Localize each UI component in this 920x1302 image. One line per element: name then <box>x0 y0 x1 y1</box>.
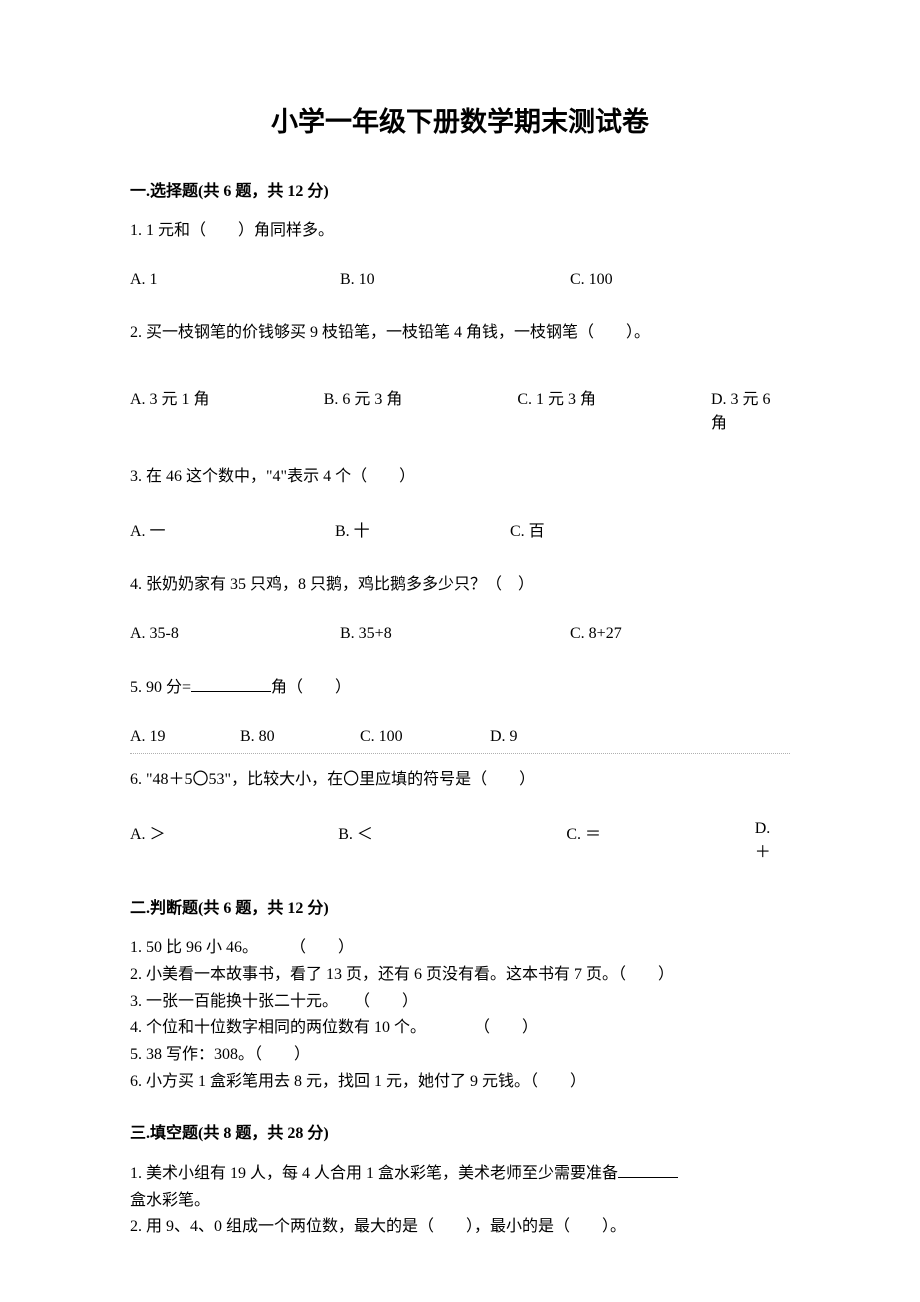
s1-q2-text: 2. 买一枝钢笔的价钱够买 9 枝铅笔，一枝铅笔 4 角钱，一枝钢笔（ ）。 <box>130 321 790 345</box>
s1-q1-text: 1. 1 元和（ ）角同样多。 <box>130 219 790 243</box>
blank-underline <box>191 675 271 692</box>
s1-q5-pre: 5. 90 分= <box>130 679 191 696</box>
s1-q6-text: 6. "48＋5〇53"，比较大小，在〇里应填的符号是（ ） <box>130 768 790 792</box>
s1-q2-optC: C. 1 元 3 角 <box>517 385 711 433</box>
s1-q6-options: A. ＞ B. ＜ C. ＝ D. ＋ <box>130 820 790 862</box>
s1-q2-options: A. 3 元 1 角 B. 6 元 3 角 C. 1 元 3 角 D. 3 元 … <box>130 385 790 433</box>
s3-q1: 1. 美术小组有 19 人，每 4 人合用 1 盒水彩笔，美术老师至少需要准备 <box>130 1161 790 1187</box>
s1-q3-optA: A. 一 <box>130 517 335 541</box>
s1-q5-optB: B. 80 <box>240 728 360 746</box>
s1-q2-optB: B. 6 元 3 角 <box>324 385 518 433</box>
section-2-header: 二.判断题(共 6 题，共 12 分) <box>130 894 790 918</box>
s1-q4-optA: A. 35-8 <box>130 625 340 643</box>
s2-q4: 4. 个位和十位数字相同的两位数有 10 个。 （ ） <box>130 1016 790 1041</box>
s1-q4-options: A. 35-8 B. 35+8 C. 8+27 <box>130 625 790 643</box>
s1-q5-post: 角（ ） <box>271 679 351 696</box>
s1-q5-optD: D. 9 <box>490 728 518 746</box>
s1-q2-optA: A. 3 元 1 角 <box>130 385 324 433</box>
s1-q5: 5. 90 分= 角（ ） <box>130 675 790 700</box>
s1-q6-optA: A. ＞ <box>130 820 338 862</box>
s2-q6: 6. 小方买 1 盒彩笔用去 8 元，找回 1 元，她付了 9 元钱。（ ） <box>130 1070 790 1095</box>
s1-q4-optC: C. 8+27 <box>570 625 622 643</box>
exam-page: 小学一年级下册数学期末测试卷 一.选择题(共 6 题，共 12 分) 1. 1 … <box>0 0 920 1302</box>
s1-q5-optC: C. 100 <box>360 728 490 746</box>
divider-dotted <box>130 752 790 754</box>
s2-q1: 1. 50 比 96 小 46。 （ ） <box>130 936 790 961</box>
s1-q5-options: A. 19 B. 80 C. 100 D. 9 <box>130 728 790 746</box>
s1-q3-options: A. 一 B. 十 C. 百 <box>130 517 790 541</box>
s2-q2: 2. 小美看一本故事书，看了 13 页，还有 6 页没有看。这本书有 7 页。（… <box>130 963 790 988</box>
s2-q5: 5. 38 写作：308。（ ） <box>130 1043 790 1068</box>
s1-q1-options: A. 1 B. 10 C. 100 <box>130 271 790 289</box>
s3-q2: 2. 用 9、4、0 组成一个两位数，最大的是（ ），最小的是（ ）。 <box>130 1215 790 1240</box>
s3-q1-b: 盒水彩笔。 <box>130 1189 790 1214</box>
s1-q6-optB: B. ＜ <box>338 820 566 862</box>
s3-q1-a: 1. 美术小组有 19 人，每 4 人合用 1 盒水彩笔，美术老师至少需要准备 <box>130 1165 618 1182</box>
s1-q6-optD: D. ＋ <box>755 820 790 862</box>
s1-q1-optB: B. 10 <box>340 271 570 289</box>
s1-q3-optC: C. 百 <box>510 517 545 541</box>
s2-q3: 3. 一张一百能换十张二十元。 （ ） <box>130 990 790 1015</box>
s1-q2-optD: D. 3 元 6 角 <box>711 385 790 433</box>
exam-title: 小学一年级下册数学期末测试卷 <box>130 100 790 139</box>
s1-q4-text: 4. 张奶奶家有 35 只鸡，8 只鹅，鸡比鹅多多少只？（ ） <box>130 573 790 597</box>
s1-q5-optA: A. 19 <box>130 728 240 746</box>
s1-q3-text: 3. 在 46 这个数中，"4"表示 4 个（ ） <box>130 465 790 489</box>
s1-q6-optC: C. ＝ <box>566 820 754 862</box>
section-3-header: 三.填空题(共 8 题，共 28 分) <box>130 1119 790 1143</box>
s1-q1-optC: C. 100 <box>570 271 613 289</box>
s1-q1-optA: A. 1 <box>130 271 340 289</box>
s1-q3-optB: B. 十 <box>335 517 510 541</box>
section-1-header: 一.选择题(共 6 题，共 12 分) <box>130 177 790 201</box>
blank-underline <box>618 1161 678 1178</box>
s1-q4-optB: B. 35+8 <box>340 625 570 643</box>
